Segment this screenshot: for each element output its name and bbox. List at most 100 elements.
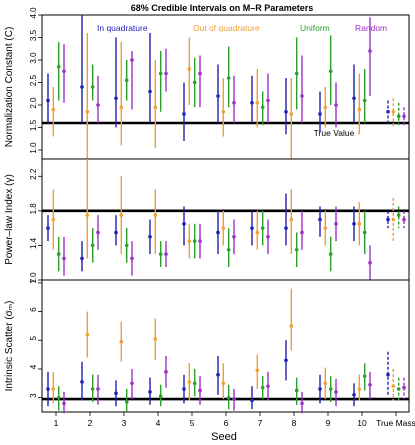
y-tick-label: 1.8	[29, 203, 38, 215]
point-uniform	[328, 69, 333, 74]
point-in-quadrature	[386, 372, 390, 377]
point-uniform	[294, 388, 299, 393]
point-out-of-quadrature	[357, 222, 362, 226]
point-out-of-quadrature	[289, 217, 294, 222]
chart-panels: In quadrature Out of quadrature Uniform Ran…	[4, 7, 415, 428]
point-uniform	[124, 243, 129, 248]
point-out-of-quadrature	[323, 226, 328, 230]
point-random	[198, 71, 202, 76]
point-random	[300, 94, 304, 98]
y-tick-label: 3.0	[29, 52, 38, 64]
point-in-quadrature	[284, 358, 288, 363]
point-out-of-quadrature	[51, 387, 56, 391]
x-tick-label: 3	[122, 418, 127, 428]
point-out-of-quadrature	[323, 105, 328, 110]
point-uniform	[260, 105, 265, 110]
y-tick-label: 1.5	[29, 119, 38, 131]
point-uniform	[260, 226, 265, 230]
panel-frame	[41, 279, 410, 413]
x-tick-label: 2	[88, 418, 93, 428]
point-uniform	[362, 374, 367, 378]
point-in-quadrature	[148, 234, 152, 239]
point-in-quadrature	[352, 96, 356, 101]
point-uniform	[158, 394, 163, 399]
point-random	[96, 103, 100, 107]
point-uniform	[362, 230, 367, 235]
point-uniform	[226, 76, 231, 80]
x-tick-label: 10	[357, 418, 367, 428]
x-axis-label: Seed	[211, 431, 237, 443]
point-random	[334, 222, 338, 226]
point-out-of-quadrature	[323, 381, 328, 386]
point-random	[232, 234, 236, 239]
point-uniform	[226, 395, 231, 400]
point-uniform	[328, 387, 333, 391]
y-tick-label: 7	[29, 278, 38, 283]
point-uniform	[124, 78, 129, 83]
point-uniform	[90, 243, 95, 248]
chart-title: 68% Credible Intervals on M–R Parameters	[131, 3, 314, 13]
y-tick-label: 5	[29, 335, 38, 340]
point-out-of-quadrature	[391, 217, 396, 222]
y-tick-label: 4.0	[29, 7, 38, 19]
point-in-quadrature	[80, 380, 84, 384]
point-in-quadrature	[182, 222, 186, 226]
point-in-quadrature	[114, 96, 118, 101]
x-tick-label: 8	[292, 418, 297, 428]
point-random	[402, 114, 406, 119]
x-tick-label: 7	[258, 418, 263, 428]
x-tick-label: 9	[326, 418, 331, 428]
point-uniform	[192, 80, 197, 85]
point-out-of-quadrature	[119, 213, 124, 217]
point-uniform	[260, 385, 265, 390]
y-tick-label: 2.0	[29, 97, 38, 109]
point-random	[164, 252, 168, 256]
point-in-quadrature	[216, 230, 220, 235]
point-out-of-quadrature	[289, 112, 294, 116]
point-out-of-quadrature	[391, 384, 396, 388]
point-uniform	[362, 98, 367, 103]
x-tick-label: 4	[156, 418, 161, 428]
point-out-of-quadrature	[357, 387, 362, 391]
point-random	[130, 256, 134, 261]
point-out-of-quadrature	[85, 332, 90, 337]
y-tick-label: 6	[29, 307, 38, 312]
point-out-of-quadrature	[221, 381, 226, 386]
legend-entry: Uniform	[300, 23, 330, 33]
point-random	[334, 103, 338, 107]
point-random	[266, 234, 270, 239]
point-out-of-quadrature	[153, 337, 158, 341]
point-in-quadrature	[284, 109, 288, 114]
point-random	[164, 71, 168, 76]
point-in-quadrature	[80, 85, 84, 89]
point-out-of-quadrature	[289, 324, 294, 328]
point-random	[334, 390, 338, 394]
point-out-of-quadrature	[187, 67, 192, 71]
legend-entry: Out of quadrature	[193, 23, 260, 33]
point-in-quadrature	[250, 398, 254, 403]
point-out-of-quadrature	[119, 105, 124, 110]
x-tick-label: 5	[190, 418, 195, 428]
point-random	[198, 388, 202, 393]
point-out-of-quadrature	[187, 239, 192, 243]
point-random	[62, 401, 66, 406]
point-in-quadrature	[80, 256, 84, 261]
point-random	[62, 256, 66, 261]
point-uniform	[328, 252, 333, 256]
point-out-of-quadrature	[221, 109, 226, 114]
point-in-quadrature	[148, 89, 152, 94]
point-out-of-quadrature	[119, 339, 124, 344]
x-tick-label: 1	[54, 418, 59, 428]
point-in-quadrature	[182, 387, 186, 391]
point-out-of-quadrature	[357, 107, 362, 112]
point-uniform	[192, 381, 197, 386]
point-out-of-quadrature	[51, 217, 56, 222]
point-uniform	[226, 247, 231, 252]
point-random	[130, 58, 134, 62]
point-random	[232, 397, 236, 401]
point-random	[96, 387, 100, 391]
point-uniform	[158, 71, 163, 76]
point-in-quadrature	[46, 98, 50, 103]
point-out-of-quadrature	[51, 107, 56, 112]
point-uniform	[56, 252, 61, 256]
